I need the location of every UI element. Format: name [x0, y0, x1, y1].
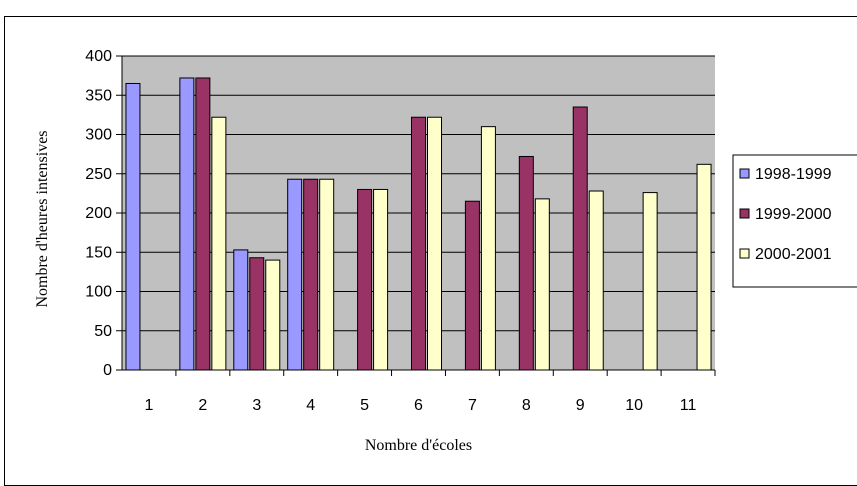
bar-2000-2001	[211, 116, 227, 371]
x-tick-label: 4	[306, 397, 315, 414]
x-tick-label: 5	[360, 397, 369, 414]
bar-2000-2001	[480, 126, 496, 371]
legend-swatch	[739, 208, 750, 219]
legend: 1998-1999 1999-2000 2000-2001	[732, 154, 857, 288]
x-tick-label: 9	[576, 397, 585, 414]
y-tick-label: 100	[85, 284, 112, 301]
x-tick-label: 1	[145, 397, 154, 414]
y-tick-label: 0	[103, 362, 112, 379]
bar-1999-2000	[195, 77, 211, 371]
y-tick-label: 400	[85, 48, 112, 65]
bars	[125, 77, 712, 371]
axes	[116, 55, 716, 376]
bar-2000-2001	[265, 259, 281, 371]
x-tick-label: 2	[198, 397, 207, 414]
x-tick-label: 10	[625, 397, 643, 414]
legend-swatch	[739, 168, 750, 179]
bar-1999-2000	[411, 116, 426, 371]
legend-label: 2000-2001	[755, 246, 832, 263]
x-tick-label: 8	[522, 397, 531, 414]
y-tick-label: 300	[85, 127, 112, 144]
bar-2000-2001	[588, 190, 604, 371]
x-tick-label: 7	[468, 397, 477, 414]
bar-1999-2000	[357, 188, 373, 371]
y-tick-label: 350	[85, 87, 112, 104]
legend-swatch	[739, 248, 750, 259]
x-tick-label: 11	[680, 397, 697, 414]
bar-2000-2001	[373, 188, 389, 371]
bar-1999-2000	[572, 106, 588, 371]
x-tick-label: 3	[252, 397, 261, 414]
bar-1999-2000	[518, 155, 534, 371]
y-tick-label: 50	[94, 323, 112, 340]
y-tick-label: 150	[85, 244, 112, 261]
y-tick-label: 200	[85, 205, 112, 222]
y-tick-label: 250	[85, 166, 112, 183]
bar-1999-2000	[464, 200, 480, 371]
y-tick-labels: 0 50 100 150 200 250 300 350 400	[85, 48, 112, 379]
bar-2000-2001	[642, 192, 658, 371]
x-tick-label: 6	[414, 397, 423, 414]
bar-2000-2001	[534, 198, 550, 371]
bar-chart: 0 50 100 150 200 250 300 350 400 1 2 3 4 5 6 7 8 9 10 11 N…	[34, 48, 857, 454]
bar-1998-1999	[179, 77, 195, 371]
bar-1999-2000	[249, 257, 265, 371]
bar-2000-2001	[319, 178, 335, 371]
bar-1999-2000	[303, 178, 319, 371]
legend-label: 1999-2000	[755, 206, 832, 223]
bar-2000-2001	[427, 116, 442, 371]
legend-box	[732, 154, 857, 288]
bar-1998-1999	[287, 178, 303, 371]
legend-label: 1998-1999	[755, 166, 832, 183]
bar-2000-2001	[696, 163, 712, 371]
bar-1998-1999	[125, 82, 141, 371]
x-axis-title: Nombre d'écoles	[365, 437, 472, 454]
x-tick-labels: 1 2 3 4 5 6 7 8 9 10 11	[145, 397, 697, 414]
bar-1998-1999	[233, 249, 249, 371]
y-axis-title: Nombre d'heures intensives	[34, 130, 51, 307]
